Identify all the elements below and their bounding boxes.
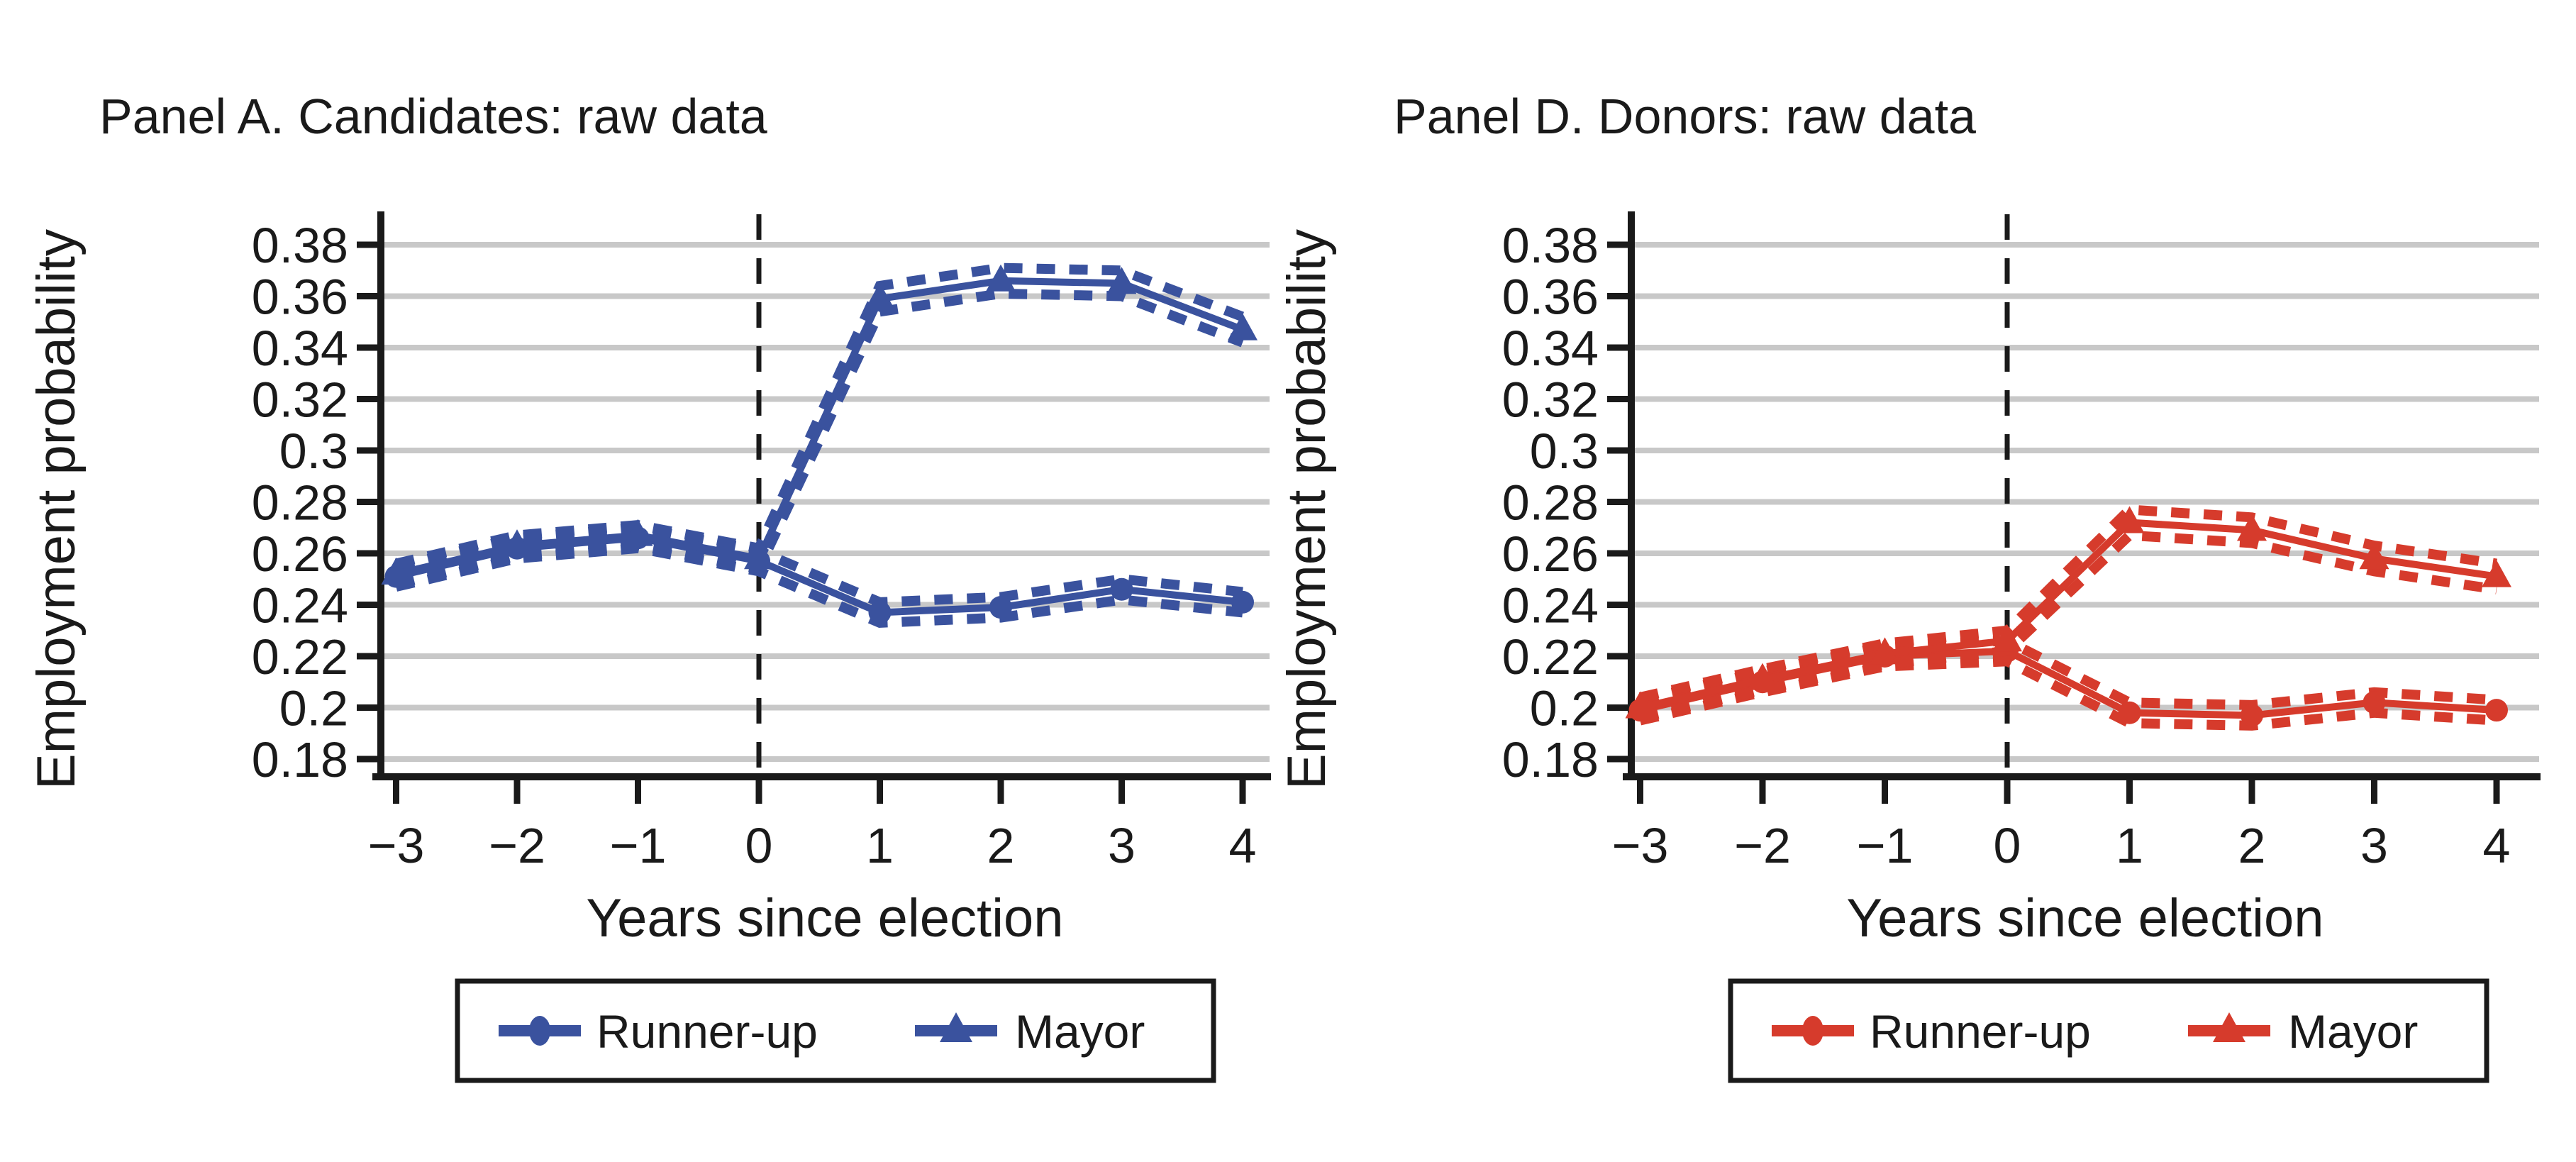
legend-box [1728,978,2489,1083]
legend-mayor-label: Mayor [1015,1005,1145,1058]
panel-candidates-x-axis-label: Years since election [586,888,1063,948]
panel-donors-x-axis-label: Years since election [1846,888,2324,948]
series-mayor-marker-triangle [1748,663,1777,690]
series-mayor-ci-upper [394,262,1245,569]
x-tick-label-0: 0 [1994,818,2021,873]
y-tick-label-0.26: 0.26 [252,526,348,582]
x-tick-label-3: 3 [2360,818,2388,873]
series-mayor-line [395,277,1244,577]
x-tick-label-4: 4 [1229,818,1257,873]
x-tick-label-3: 3 [1108,818,1136,873]
series-mayor-marker-triangle [1870,637,1900,665]
legend-mayor-triangle-marker [2213,1012,2245,1042]
series-runner-up-marker-circle [2118,701,2141,724]
y-tick-label-0.28: 0.28 [252,475,348,531]
panel-candidates-legend: Runner-up Mayor [455,978,1216,1083]
y-tick-label-0.18: 0.18 [1502,732,1599,787]
y-tick-label-0.2: 0.2 [1530,681,1599,736]
x-tick-label-−2: −2 [1734,818,1791,873]
legend-runner-up-label: Runner-up [596,1005,818,1058]
y-tick-label-0.3: 0.3 [279,424,348,479]
y-tick-label-0.32: 0.32 [252,372,348,428]
series-runner-up-marker-circle [868,601,892,624]
x-tick-label-−1: −1 [610,818,667,873]
y-tick-label-0.38: 0.38 [252,218,348,273]
series-mayor-marker-triangle [1625,691,1655,719]
y-tick-label-0.2: 0.2 [279,681,348,736]
series-runner-up-marker-circle [1110,577,1133,601]
y-tick-label-0.34: 0.34 [1502,321,1599,376]
legend-runner-up-label: Runner-up [1870,1005,2091,1058]
series-mayor-marker-triangle [744,542,774,570]
legend-box [455,978,1216,1083]
x-tick-label-2: 2 [2238,818,2266,873]
legend-runner-up-circle-marker [1802,1016,1823,1046]
series-mayor-marker-triangle [1106,267,1137,294]
y-tick-label-0.18: 0.18 [252,732,348,787]
series-mayor-marker-triangle [986,264,1016,292]
y-tick-label-0.26: 0.26 [1502,526,1599,582]
series-mayor-marker-triangle [2114,506,2145,533]
series-mayor-ci-upper [1638,504,2498,702]
series-mayor-marker-triangle [1228,313,1258,341]
y-tick-label-0.28: 0.28 [1502,475,1599,531]
y-tick-label-0.32: 0.32 [1502,372,1599,428]
series-mayor-marker-triangle [623,519,653,546]
series-runner-up-marker-circle [989,596,1012,619]
y-tick-label-0.22: 0.22 [1502,629,1599,685]
panel-candidates: Panel A. Candidates: raw data Employment… [26,89,1271,1083]
series-runner-up-marker-circle [2241,704,2263,727]
y-tick-label-0.34: 0.34 [252,321,348,376]
series-mayor-marker-triangle [1992,624,2022,652]
series-runner-up-marker-circle [2485,699,2508,722]
y-tick-label-0.24: 0.24 [252,578,348,633]
series-mayor-ci-lower [1638,530,2498,723]
legend-mayor-triangle-marker [940,1012,972,1042]
y-tick-label-0.38: 0.38 [1502,218,1599,273]
x-tick-label-−3: −3 [368,818,425,873]
x-tick-label-4: 4 [2483,818,2511,873]
legend-runner-up-circle-marker [529,1016,550,1046]
panel-donors-title: Panel D. Donors: raw data [1394,89,1976,144]
panel-donors-y-axis-label: Employment probability [1277,229,1337,790]
x-tick-label-0: 0 [745,818,773,873]
y-tick-label-0.36: 0.36 [1502,270,1599,325]
y-tick-label-0.3: 0.3 [1530,424,1599,479]
series-mayor-marker-triangle [865,282,895,310]
panel-candidates-plot-area: 0.380.360.340.320.30.280.260.240.220.20.… [252,211,1271,873]
x-tick-label-−2: −2 [489,818,545,873]
x-tick-label-1: 1 [866,818,894,873]
series-mayor-ci-lower [394,288,1245,590]
series-runner-up-marker-circle [1231,590,1254,614]
panel-candidates-title: Panel A. Candidates: raw data [99,89,767,144]
y-tick-label-0.24: 0.24 [1502,578,1599,633]
x-tick-label-−3: −3 [1612,818,1669,873]
series-mayor-marker-triangle [502,529,532,557]
series-mayor-line [1639,519,2497,712]
x-tick-label-−1: −1 [1857,818,1914,873]
panel-donors-legend: Runner-up Mayor [1728,978,2489,1083]
x-tick-label-1: 1 [2116,818,2143,873]
series-mayor-marker-triangle [381,558,411,585]
legend-mayor-label: Mayor [2288,1005,2418,1058]
panel-donors: Panel D. Donors: raw data Employment pro… [1277,89,2541,1083]
series-mayor-marker-triangle [2359,542,2389,570]
panel-candidates-y-axis-label: Employment probability [26,229,87,790]
x-tick-label-2: 2 [987,818,1015,873]
y-tick-label-0.22: 0.22 [252,629,348,685]
series-mayor-marker-triangle [2237,514,2267,541]
y-tick-label-0.36: 0.36 [252,270,348,325]
panel-donors-plot-area: 0.380.360.340.320.30.280.260.240.220.20.… [1502,211,2541,873]
series-mayor-marker-triangle [2482,560,2511,587]
series-runner-up-marker-circle [2363,691,2386,714]
